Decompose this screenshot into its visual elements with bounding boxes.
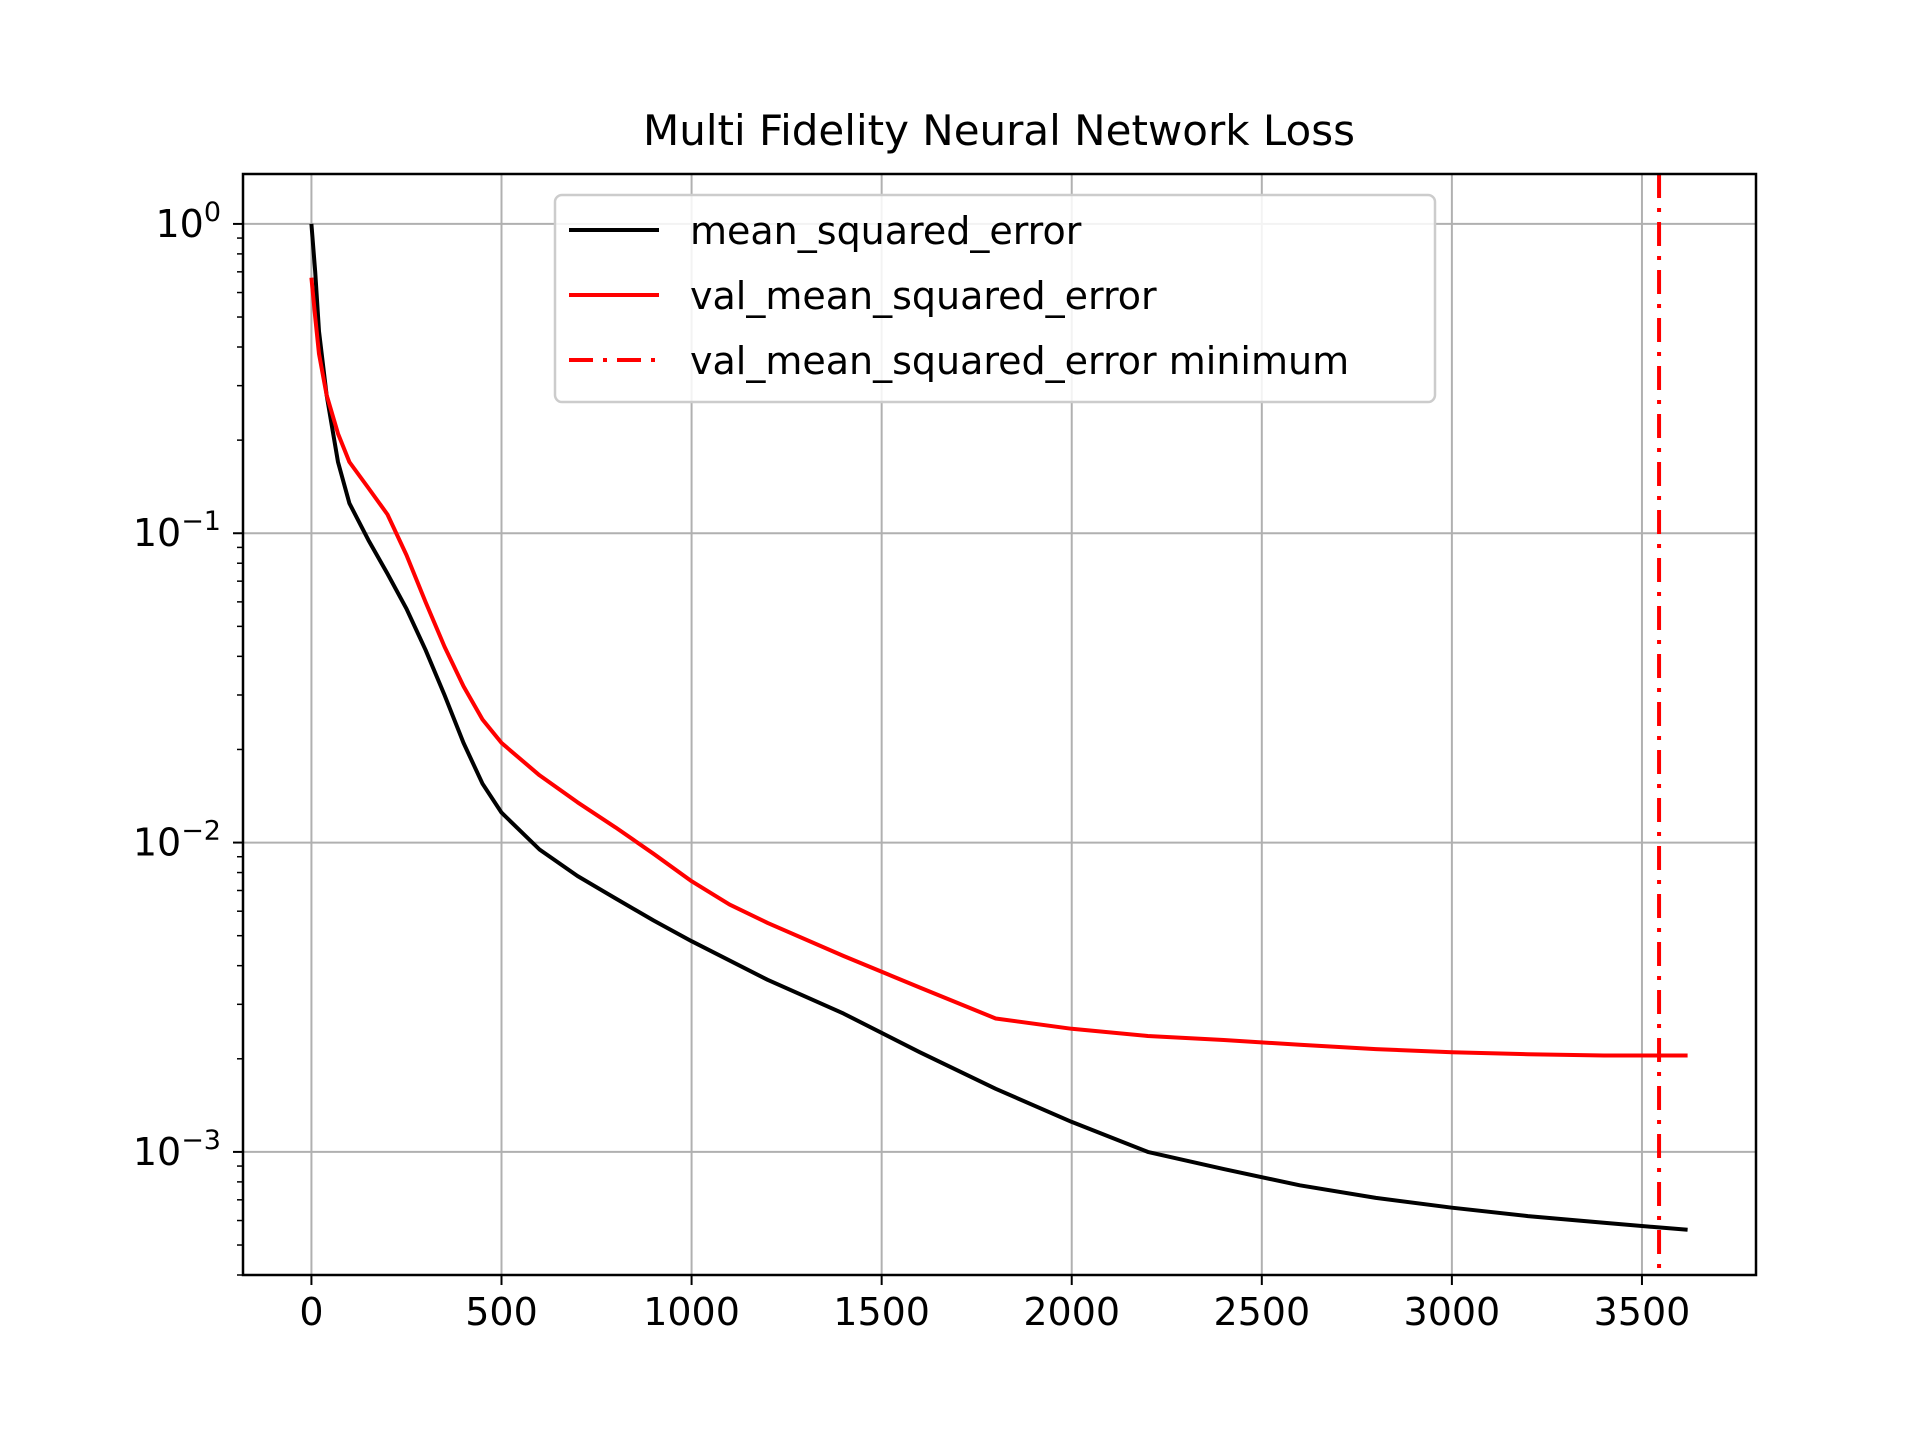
legend-label-mean-squared-error: mean_squared_error: [690, 209, 1082, 253]
x-tick-label: 3500: [1594, 1290, 1691, 1334]
x-tick-label: 3000: [1404, 1290, 1501, 1334]
series-line-val-mean-squared-error: [309, 277, 1688, 1058]
y-tick-label: 10−2: [133, 816, 221, 865]
chart-title: Multi Fidelity Neural Network Loss: [643, 106, 1355, 155]
y-tick-label: 10−3: [133, 1125, 221, 1174]
y-tick-label: 10−1: [133, 506, 221, 555]
x-tick-label: 1000: [643, 1290, 740, 1334]
x-tick-label: 0: [299, 1290, 323, 1334]
x-tick-label: 2000: [1023, 1290, 1120, 1334]
legend-label-val-minimum: val_mean_squared_error minimum: [690, 339, 1349, 383]
legend-frame: [553, 193, 1437, 404]
legend: mean_squared_error val_mean_squared_erro…: [553, 193, 1437, 404]
legend-label-val-mean-squared-error: val_mean_squared_error: [690, 274, 1157, 318]
x-tick-label: 1500: [833, 1290, 930, 1334]
plot-frame: [241, 172, 1758, 1277]
x-tick-label: 2500: [1213, 1290, 1310, 1334]
series-group: [309, 174, 1688, 1275]
y-tick-label: 100: [155, 197, 221, 246]
series-line-mean-squared-error: [309, 223, 1688, 1232]
x-tick-label: 500: [465, 1290, 538, 1334]
